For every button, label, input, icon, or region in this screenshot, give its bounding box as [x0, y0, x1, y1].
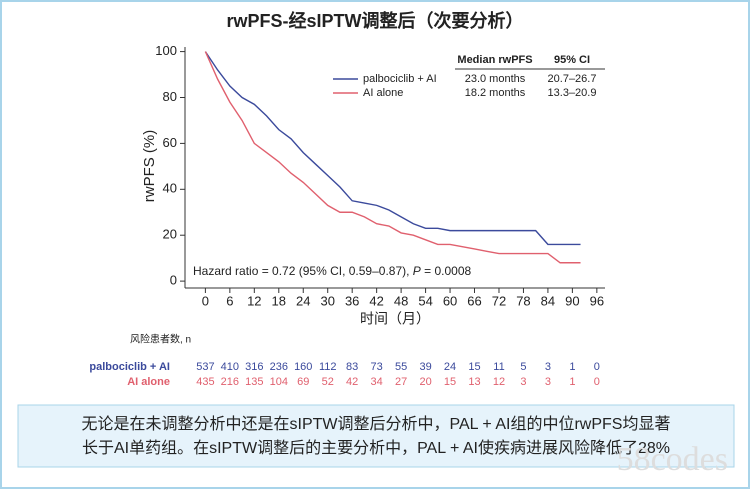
risk-count: 0 [594, 376, 600, 388]
risk-count: 1 [569, 361, 575, 373]
legend-ci: 20.7–26.7 [548, 73, 597, 85]
risk-count: 15 [468, 361, 480, 373]
km-curve [204, 51, 581, 246]
y-tick-label: 40 [163, 181, 177, 196]
x-tick-label: 18 [272, 293, 286, 308]
x-axis-label: 时间（月） [360, 311, 430, 327]
risk-row-label: AI alone [127, 376, 170, 388]
x-tick-label: 42 [369, 293, 383, 308]
risk-count: 12 [493, 376, 505, 388]
risk-count: 5 [520, 361, 526, 373]
x-tick-label: 66 [467, 293, 481, 308]
x-tick-label: 30 [320, 293, 334, 308]
risk-count: 3 [545, 361, 551, 373]
risk-count: 42 [346, 376, 358, 388]
legend-ci: 13.3–20.9 [548, 87, 597, 99]
risk-count: 34 [371, 376, 383, 388]
risk-count: 435 [196, 376, 214, 388]
hazard-ratio: Hazard ratio = 0.72 (95% CI, 0.59–0.87),… [193, 264, 472, 278]
legend-header: 95% CI [554, 54, 590, 66]
x-tick-label: 12 [247, 293, 261, 308]
risk-count: 55 [395, 361, 407, 373]
risk-count: 69 [297, 376, 309, 388]
chart-title: rwPFS-经sIPTW调整后（次要分析） [226, 10, 523, 31]
hazard-ratio-text: = 0.0008 [421, 264, 472, 278]
footer-box [17, 404, 735, 468]
risk-count: 236 [270, 361, 288, 373]
x-tick-label: 96 [590, 293, 604, 308]
legend-label: AI alone [363, 87, 403, 99]
y-axis-label: rwPFS (%) [141, 130, 158, 203]
risk-count: 216 [221, 376, 239, 388]
risk-count: 3 [520, 376, 526, 388]
risk-count: 160 [294, 361, 312, 373]
risk-row-label: palbociclib + AI [89, 361, 170, 373]
risk-count: 13 [468, 376, 480, 388]
y-tick-label: 60 [163, 135, 177, 150]
risk-table-title: 风险患者数, n [130, 333, 191, 346]
y-tick-label: 20 [163, 227, 177, 242]
risk-count: 1 [569, 376, 575, 388]
hazard-ratio-p: P [413, 264, 421, 278]
risk-count: 20 [419, 376, 431, 388]
y-tick-label: 100 [155, 43, 177, 58]
y-tick-label: 80 [163, 89, 177, 104]
risk-count: 39 [419, 361, 431, 373]
x-tick-label: 60 [443, 293, 457, 308]
hazard-ratio-text: Hazard ratio = 0.72 (95% CI, 0.59–0.87), [193, 264, 413, 278]
risk-count: 316 [245, 361, 263, 373]
km-curve [204, 51, 581, 264]
y-tick-label: 0 [170, 273, 177, 288]
x-tick-label: 24 [296, 293, 310, 308]
legend-median: 18.2 months [465, 87, 526, 99]
risk-count: 135 [245, 376, 263, 388]
x-tick-label: 54 [418, 293, 432, 308]
x-tick-label: 72 [492, 293, 506, 308]
risk-count: 537 [196, 361, 214, 373]
legend-median: 23.0 months [465, 73, 526, 85]
x-tick-label: 78 [516, 293, 530, 308]
risk-count: 3 [545, 376, 551, 388]
legend-label: palbociclib + AI [363, 73, 437, 85]
watermark: 58codes [617, 441, 728, 478]
risk-count: 11 [493, 361, 504, 373]
risk-count: 27 [395, 376, 407, 388]
risk-count: 52 [322, 376, 334, 388]
footer-line: 长于AI单药组。在sIPTW调整后的主要分析中，PAL + AI使疾病进展风险降… [82, 439, 670, 457]
risk-count: 15 [444, 376, 456, 388]
x-tick-label: 90 [565, 293, 579, 308]
x-tick-label: 48 [394, 293, 408, 308]
risk-count: 0 [594, 361, 600, 373]
risk-count: 83 [346, 361, 358, 373]
risk-count: 112 [319, 361, 337, 373]
legend-header: Median rwPFS [457, 54, 532, 66]
risk-count: 24 [444, 361, 456, 373]
x-tick-label: 0 [202, 293, 209, 308]
x-tick-label: 84 [541, 293, 555, 308]
risk-count: 410 [221, 361, 239, 373]
x-tick-label: 6 [226, 293, 233, 308]
x-tick-label: 36 [345, 293, 359, 308]
risk-count: 73 [371, 361, 383, 373]
footer-line: 无论是在未调整分析中还是在sIPTW调整后分析中，PAL + AI组的中位rwP… [82, 415, 671, 433]
risk-count: 104 [270, 376, 288, 388]
